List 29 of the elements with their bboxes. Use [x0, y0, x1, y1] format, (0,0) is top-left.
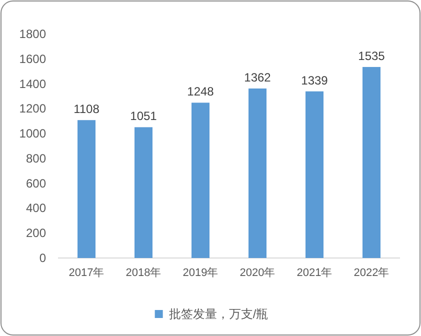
bar	[248, 88, 266, 258]
x-tick-label: 2017年	[68, 267, 104, 279]
bar	[362, 66, 380, 258]
y-tick-label: 1000	[19, 126, 46, 141]
data-label: 1362	[244, 70, 272, 85]
x-tick-label: 2020年	[240, 267, 276, 279]
bar	[134, 127, 152, 258]
bar	[306, 91, 324, 258]
y-tick-label: 1600	[19, 52, 46, 66]
data-label: 1535	[358, 48, 386, 63]
bar	[78, 120, 96, 258]
y-tick-label: 800	[26, 151, 46, 166]
y-tick-label: 1400	[19, 76, 46, 91]
y-tick-label: 0	[39, 251, 46, 265]
data-label: 1339	[301, 73, 328, 88]
y-tick-label: 600	[26, 176, 46, 190]
data-label: 1108	[74, 102, 100, 116]
data-label: 1051	[130, 109, 158, 124]
legend-label: 批签发量，万支/瓶	[168, 307, 268, 321]
x-tick-label: 2022年	[354, 267, 390, 279]
y-tick-label: 1200	[19, 102, 46, 116]
bar	[192, 102, 210, 258]
x-tick-label: 2021年	[296, 267, 332, 279]
y-tick-label: 400	[26, 201, 46, 216]
y-tick-label: 1800	[19, 27, 46, 41]
y-tick-label: 200	[26, 226, 46, 240]
x-tick-label: 2019年	[182, 267, 218, 279]
x-tick-label: 2018年	[126, 267, 162, 279]
data-label: 1248	[187, 84, 214, 99]
